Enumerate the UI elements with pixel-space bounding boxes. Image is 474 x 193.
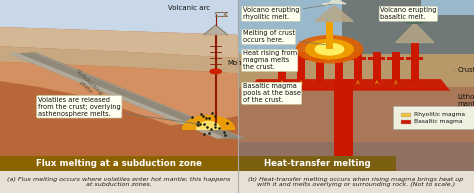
FancyBboxPatch shape (406, 57, 423, 60)
FancyBboxPatch shape (316, 52, 324, 83)
Text: Volcano erupting
basaltic melt.: Volcano erupting basaltic melt. (380, 7, 437, 20)
Text: Melting of crust
occurs here.: Melting of crust occurs here. (243, 30, 327, 45)
FancyBboxPatch shape (392, 52, 400, 83)
FancyBboxPatch shape (0, 0, 238, 156)
Text: Volcanic arc: Volcanic arc (168, 5, 216, 15)
Polygon shape (396, 23, 434, 42)
Text: Subducting
plate: Subducting plate (71, 69, 104, 101)
Polygon shape (182, 116, 235, 129)
FancyBboxPatch shape (342, 0, 421, 15)
FancyBboxPatch shape (368, 57, 385, 60)
FancyBboxPatch shape (335, 52, 343, 83)
Text: Lithospheric
mantle: Lithospheric mantle (457, 94, 474, 107)
Circle shape (306, 40, 353, 59)
Polygon shape (396, 10, 434, 23)
FancyBboxPatch shape (349, 57, 366, 60)
Text: Basaltic magma
pools at the base
of the crust.: Basaltic magma pools at the base of the … (243, 83, 301, 103)
Text: Volatiles are released
from the crust; overlying
asthenosphere melts.: Volatiles are released from the crust; o… (38, 97, 199, 124)
Polygon shape (247, 79, 450, 91)
FancyBboxPatch shape (393, 106, 474, 129)
Polygon shape (9, 52, 247, 139)
FancyBboxPatch shape (411, 52, 419, 83)
FancyBboxPatch shape (334, 79, 353, 171)
Text: Crust: Crust (457, 67, 474, 74)
FancyBboxPatch shape (0, 156, 238, 171)
Text: Flux melting at a subduction zone: Flux melting at a subduction zone (36, 159, 202, 168)
FancyBboxPatch shape (401, 120, 411, 124)
FancyBboxPatch shape (342, 15, 474, 54)
Polygon shape (9, 52, 224, 139)
Circle shape (315, 43, 344, 55)
Text: Rhyolitic magma: Rhyolitic magma (414, 112, 465, 117)
FancyBboxPatch shape (326, 22, 333, 49)
Text: Heat rising from
magma melts
the crust.: Heat rising from magma melts the crust. (243, 51, 297, 70)
Polygon shape (197, 122, 220, 129)
Polygon shape (204, 25, 228, 35)
FancyBboxPatch shape (278, 52, 286, 83)
FancyBboxPatch shape (273, 57, 291, 60)
FancyBboxPatch shape (238, 156, 396, 171)
Text: (a) Flux melting occurs where volatiles enter hot mantle; this happens
at subduc: (a) Flux melting occurs where volatiles … (7, 177, 231, 187)
Polygon shape (0, 0, 238, 39)
FancyBboxPatch shape (411, 42, 419, 54)
Text: Heat-transfer melting: Heat-transfer melting (264, 159, 370, 168)
FancyBboxPatch shape (292, 57, 310, 60)
FancyBboxPatch shape (401, 113, 411, 117)
Text: (b) Heat-transfer melting occurs when rising magma brings heat up
with it and me: (b) Heat-transfer melting occurs when ri… (248, 177, 464, 187)
Polygon shape (315, 6, 353, 21)
Polygon shape (0, 62, 238, 125)
Polygon shape (0, 46, 238, 77)
FancyBboxPatch shape (311, 57, 328, 60)
FancyBboxPatch shape (238, 87, 474, 171)
Polygon shape (322, 0, 346, 6)
FancyBboxPatch shape (297, 52, 305, 83)
FancyBboxPatch shape (238, 0, 474, 54)
FancyBboxPatch shape (387, 57, 404, 60)
Polygon shape (0, 27, 238, 62)
Text: Moho: Moho (223, 60, 246, 69)
FancyBboxPatch shape (354, 52, 362, 83)
Circle shape (210, 69, 221, 74)
FancyBboxPatch shape (238, 142, 474, 171)
Polygon shape (32, 52, 244, 138)
FancyBboxPatch shape (373, 52, 381, 83)
Text: Basaltic magma: Basaltic magma (414, 119, 462, 124)
FancyBboxPatch shape (330, 57, 347, 60)
Circle shape (296, 36, 363, 63)
FancyBboxPatch shape (238, 54, 474, 87)
Polygon shape (401, 10, 428, 23)
Text: Volcano erupting
rhyolitic melt.: Volcano erupting rhyolitic melt. (243, 4, 331, 20)
